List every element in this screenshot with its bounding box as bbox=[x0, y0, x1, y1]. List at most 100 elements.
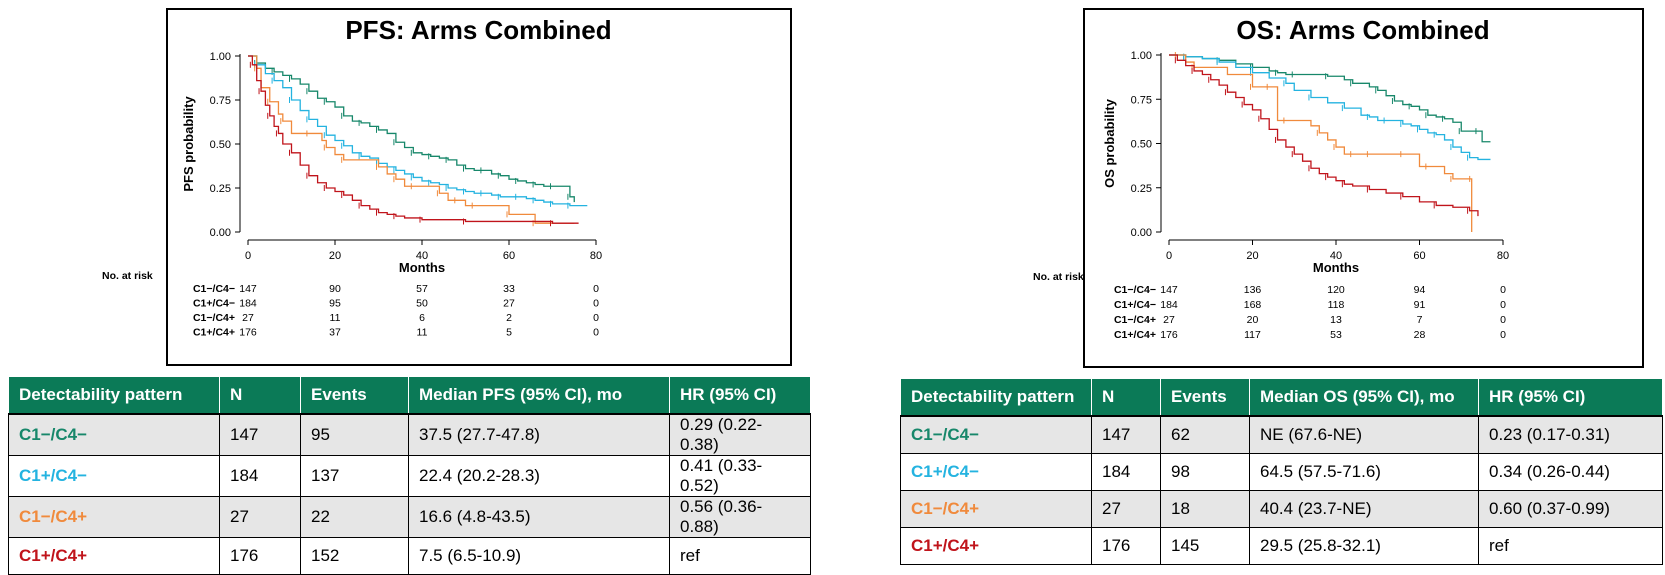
pattern-cell: C1−/C4− bbox=[900, 415, 1092, 454]
table-row: C1−/C4+ 27 22 16.6 (4.8-43.5) 0.56 (0.36… bbox=[8, 496, 811, 538]
km-curve bbox=[1169, 54, 1491, 143]
y-tick-label: 0.00 bbox=[1131, 227, 1152, 239]
x-tick-label: 20 bbox=[329, 250, 341, 262]
risk-value: 11 bbox=[417, 327, 428, 339]
x-axis-title: Months bbox=[399, 260, 445, 275]
n-cell: 184 bbox=[1091, 453, 1161, 491]
risk-value: 13 bbox=[1330, 314, 1342, 326]
risk-row-label: C1+/C4− bbox=[193, 298, 235, 310]
table-row: C1−/C4+ 27 18 40.4 (23.7-NE) 0.60 (0.37-… bbox=[900, 490, 1663, 528]
median-cell: 37.5 (27.7-47.8) bbox=[408, 413, 670, 456]
x-tick-label: 60 bbox=[503, 250, 515, 262]
hr-cell: 0.29 (0.22-0.38) bbox=[669, 413, 811, 456]
risk-row-label: C1−/C4+ bbox=[1114, 314, 1156, 326]
y-axis-title: PFS probability bbox=[181, 96, 196, 192]
os-panel: OS: Arms Combined 0.00 0.25 0.50 0.75 1.00 0 20… bbox=[840, 0, 1665, 568]
risk-value: 184 bbox=[1160, 299, 1178, 311]
risk-value: 136 bbox=[1244, 284, 1262, 296]
n-cell: 27 bbox=[1091, 490, 1161, 528]
risk-value: 0 bbox=[593, 327, 599, 339]
risk-value: 147 bbox=[1160, 284, 1178, 296]
risk-value: 147 bbox=[239, 283, 257, 295]
risk-row-label: C1−/C4− bbox=[1114, 284, 1156, 296]
n-cell: 184 bbox=[219, 455, 301, 497]
header-pattern: Detectability pattern bbox=[900, 378, 1092, 417]
risk-value: 176 bbox=[1160, 329, 1178, 341]
risk-value: 7 bbox=[1417, 314, 1423, 326]
y-tick-label: 1.00 bbox=[1131, 50, 1152, 62]
risk-value: 0 bbox=[1500, 299, 1506, 311]
events-cell: 95 bbox=[300, 413, 409, 456]
pattern-cell: C1−/C4+ bbox=[900, 490, 1092, 528]
risk-value: 20 bbox=[1247, 314, 1259, 326]
header-n: N bbox=[219, 376, 301, 415]
y-tick-label: 0.25 bbox=[1131, 183, 1152, 195]
risk-value: 176 bbox=[239, 327, 257, 339]
risk-value: 0 bbox=[593, 312, 599, 324]
risk-value: 6 bbox=[419, 312, 425, 324]
hr-cell: 0.60 (0.37-0.99) bbox=[1478, 490, 1663, 528]
x-tick-label: 0 bbox=[1166, 250, 1172, 262]
x-tick-label: 80 bbox=[1497, 250, 1509, 262]
n-cell: 176 bbox=[219, 537, 301, 575]
risk-value: 28 bbox=[1414, 329, 1426, 341]
pattern-cell: C1−/C4− bbox=[8, 413, 220, 456]
risk-value: 11 bbox=[330, 312, 341, 324]
risk-row-label: C1−/C4+ bbox=[193, 312, 235, 324]
table-row: C1+/C4− 184 137 22.4 (20.2-28.3) 0.41 (0… bbox=[8, 455, 811, 497]
pattern-cell: C1+/C4− bbox=[900, 453, 1092, 491]
risk-value: 120 bbox=[1327, 284, 1345, 296]
median-cell: 22.4 (20.2-28.3) bbox=[408, 455, 670, 497]
header-events: Events bbox=[1160, 378, 1250, 417]
hr-cell: ref bbox=[669, 537, 811, 575]
os-km-chart: OS: Arms Combined 0.00 0.25 0.50 0.75 1.00 0 20… bbox=[1033, 15, 1509, 341]
risk-row-label: C1+/C4− bbox=[1114, 299, 1156, 311]
hr-cell: 0.41 (0.33-0.52) bbox=[669, 455, 811, 497]
hr-cell: ref bbox=[1478, 527, 1663, 565]
pattern-cell: C1−/C4+ bbox=[8, 496, 220, 538]
km-curve bbox=[248, 55, 579, 224]
n-cell: 147 bbox=[1091, 415, 1161, 454]
header-median: Median OS (95% CI), mo bbox=[1249, 378, 1479, 417]
table-header-row: Detectability pattern N Events Median OS… bbox=[900, 378, 1663, 417]
header-hr: HR (95% CI) bbox=[669, 376, 811, 415]
header-events: Events bbox=[300, 376, 409, 415]
risk-value: 0 bbox=[593, 298, 599, 310]
x-tick-label: 80 bbox=[590, 250, 602, 262]
km-curve bbox=[1169, 54, 1479, 217]
risk-value: 95 bbox=[329, 298, 341, 310]
events-cell: 62 bbox=[1160, 415, 1250, 454]
axes bbox=[1156, 53, 1504, 245]
hr-cell: 0.56 (0.36-0.88) bbox=[669, 496, 811, 538]
risk-value: 53 bbox=[1330, 329, 1342, 341]
table-row: C1−/C4− 147 95 37.5 (27.7-47.8) 0.29 (0.… bbox=[8, 413, 811, 456]
risk-value: 168 bbox=[1244, 299, 1262, 311]
km-curve bbox=[248, 55, 575, 224]
km-curve bbox=[248, 55, 575, 203]
header-n: N bbox=[1091, 378, 1161, 417]
median-cell: 29.5 (25.8-32.1) bbox=[1249, 527, 1479, 565]
risk-value: 33 bbox=[503, 283, 515, 295]
header-median: Median PFS (95% CI), mo bbox=[408, 376, 670, 415]
header-hr: HR (95% CI) bbox=[1478, 378, 1663, 417]
axes bbox=[235, 54, 597, 245]
risk-value: 94 bbox=[1414, 284, 1426, 296]
chart-title: PFS: Arms Combined bbox=[345, 15, 611, 45]
hr-cell: 0.34 (0.26-0.44) bbox=[1478, 453, 1663, 491]
risk-value: 0 bbox=[1500, 314, 1506, 326]
y-tick-label: 0.00 bbox=[210, 227, 231, 239]
events-cell: 137 bbox=[300, 455, 409, 497]
hr-cell: 0.23 (0.17-0.31) bbox=[1478, 415, 1663, 454]
risk-value: 117 bbox=[1244, 329, 1261, 341]
events-cell: 18 bbox=[1160, 490, 1250, 528]
risk-value: 27 bbox=[503, 298, 515, 310]
events-cell: 22 bbox=[300, 496, 409, 538]
km-curve bbox=[248, 55, 588, 207]
y-tick-label: 0.50 bbox=[1131, 139, 1152, 151]
events-cell: 98 bbox=[1160, 453, 1250, 491]
risk-value: 90 bbox=[329, 283, 341, 295]
risk-value: 184 bbox=[239, 298, 257, 310]
table-row: C1−/C4− 147 62 NE (67.6-NE) 0.23 (0.17-0… bbox=[900, 415, 1663, 454]
risk-value: 50 bbox=[416, 298, 428, 310]
table-row: C1+/C4+ 176 152 7.5 (6.5-10.9) ref bbox=[8, 537, 811, 575]
